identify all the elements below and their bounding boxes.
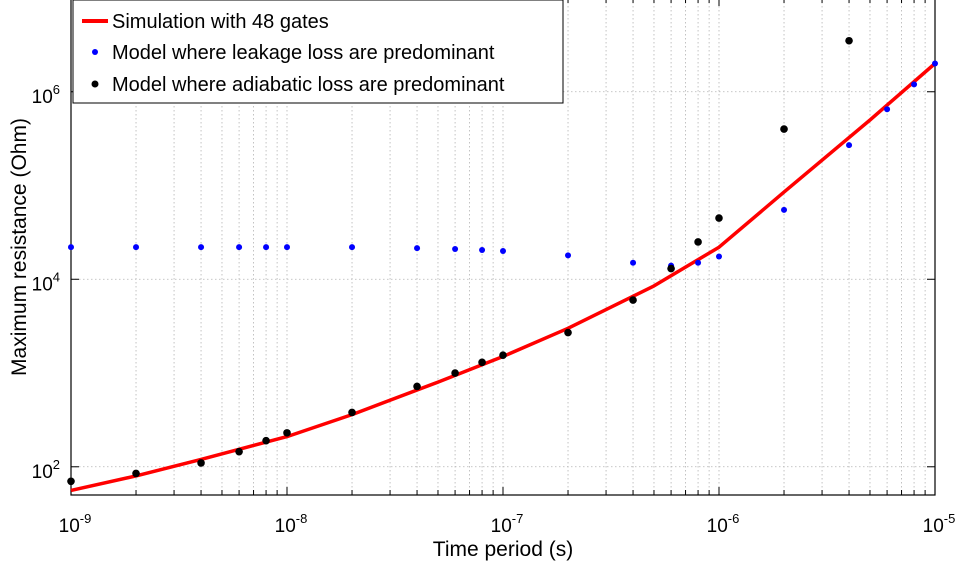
data-point (694, 238, 702, 246)
legend-swatch-dot (92, 49, 98, 55)
data-point (133, 244, 140, 251)
data-point (629, 296, 637, 304)
data-point (68, 244, 74, 251)
data-point (564, 328, 572, 337)
data-point (911, 81, 918, 88)
data-point (500, 248, 506, 255)
data-point (667, 264, 675, 273)
data-point (348, 408, 356, 417)
data-point (284, 244, 290, 251)
data-point (695, 259, 702, 266)
legend-box (72, 0, 564, 104)
x-tick-labels: 10-9 10-8 10-7 10-6 10-5 (59, 511, 956, 537)
data-point (262, 436, 270, 445)
legend-label: Simulation with 48 gates (112, 11, 329, 33)
x-tick-label: 10-5 (923, 511, 956, 537)
data-point (283, 429, 291, 437)
data-point (716, 253, 722, 260)
data-point (263, 244, 270, 251)
data-point (235, 447, 243, 456)
grid-lines (70, 0, 935, 495)
data-point (67, 477, 75, 486)
legend-label: Model where leakage loss are predominant (112, 42, 495, 64)
x-tick-label: 10-7 (491, 511, 524, 537)
y-tick-label: 104 (32, 269, 60, 295)
data-point (884, 106, 891, 113)
y-tick-label: 106 (32, 82, 60, 108)
data-point (132, 469, 140, 478)
data-point (349, 244, 356, 251)
x-tick-label: 10-9 (59, 511, 92, 537)
data-point (478, 358, 486, 367)
data-point (413, 382, 421, 391)
data-point (715, 214, 723, 222)
data-point (845, 36, 853, 45)
data-point (630, 259, 637, 266)
data-point (452, 246, 459, 253)
x-tick-label: 10-8 (275, 511, 308, 537)
data-point (565, 252, 572, 259)
data-point (198, 244, 205, 251)
y-tick-label: 102 (32, 457, 60, 483)
data-point (846, 142, 853, 149)
y-tick-labels: 102 104 106 (32, 82, 60, 483)
data-point (781, 206, 788, 213)
data-point (414, 245, 421, 252)
legend: Simulation with 48 gates Model where lea… (72, 0, 564, 104)
data-point (236, 244, 243, 251)
data-point (780, 125, 788, 133)
data-point (197, 459, 205, 467)
legend-label: Model where adiabatic loss are predomina… (112, 74, 505, 96)
data-point (479, 247, 486, 254)
series-layer (67, 36, 938, 493)
data-point (499, 351, 507, 359)
data-point (932, 60, 938, 67)
y-axis-label: Maximum resistance (Ohm) (8, 118, 31, 376)
x-tick-label: 10-6 (707, 511, 740, 537)
legend-swatch-dot (91, 80, 99, 88)
data-point (451, 369, 459, 377)
x-axis-label: Time period (s) (433, 538, 573, 561)
